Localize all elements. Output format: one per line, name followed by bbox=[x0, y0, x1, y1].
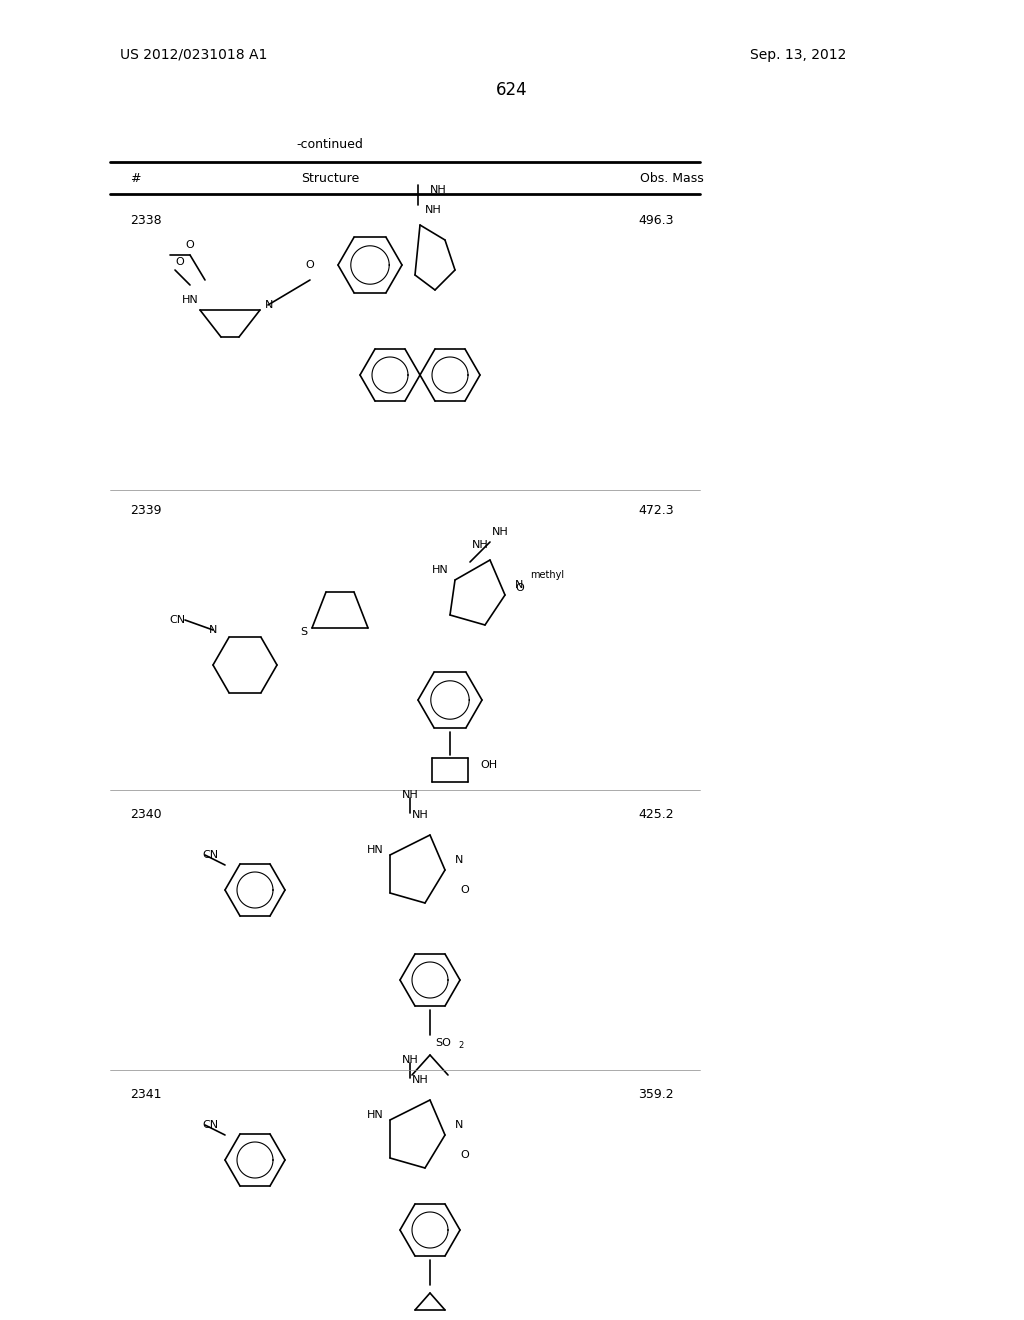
Text: O: O bbox=[460, 1150, 469, 1160]
Text: NH: NH bbox=[472, 540, 488, 550]
Text: methyl: methyl bbox=[530, 570, 564, 579]
Text: HN: HN bbox=[367, 1110, 383, 1119]
Text: 2338: 2338 bbox=[130, 214, 162, 227]
Text: 425.2: 425.2 bbox=[638, 808, 674, 821]
Text: NH: NH bbox=[401, 789, 419, 800]
Text: 2341: 2341 bbox=[130, 1089, 162, 1101]
Text: N: N bbox=[515, 579, 523, 590]
Text: 359.2: 359.2 bbox=[638, 1089, 674, 1101]
Text: 2: 2 bbox=[458, 1041, 463, 1051]
Text: CN: CN bbox=[169, 615, 185, 624]
Text: NH: NH bbox=[430, 185, 446, 195]
Text: #: # bbox=[130, 172, 140, 185]
Text: N: N bbox=[455, 855, 464, 865]
Text: NH: NH bbox=[425, 205, 441, 215]
Text: 624: 624 bbox=[497, 81, 527, 99]
Text: N: N bbox=[455, 1119, 464, 1130]
Text: CN: CN bbox=[202, 850, 218, 861]
Text: 472.3: 472.3 bbox=[638, 503, 674, 516]
Text: NH: NH bbox=[412, 810, 428, 820]
Text: O: O bbox=[515, 583, 523, 593]
Text: NH: NH bbox=[492, 527, 508, 537]
Text: N: N bbox=[265, 300, 273, 310]
Text: 496.3: 496.3 bbox=[638, 214, 674, 227]
Text: -continued: -continued bbox=[297, 139, 364, 152]
Text: NH: NH bbox=[412, 1074, 428, 1085]
Text: N: N bbox=[209, 624, 217, 635]
Text: Structure: Structure bbox=[301, 172, 359, 185]
Text: S: S bbox=[300, 627, 307, 638]
Text: O: O bbox=[305, 260, 314, 271]
Text: HN: HN bbox=[367, 845, 383, 855]
Text: CN: CN bbox=[202, 1119, 218, 1130]
Text: HN: HN bbox=[181, 294, 199, 305]
Text: HN: HN bbox=[432, 565, 449, 576]
Text: 2339: 2339 bbox=[130, 503, 162, 516]
Text: OH: OH bbox=[480, 760, 497, 770]
Text: O: O bbox=[176, 257, 184, 267]
Text: O: O bbox=[460, 884, 469, 895]
Text: SO: SO bbox=[435, 1038, 451, 1048]
Text: Obs. Mass: Obs. Mass bbox=[640, 172, 703, 185]
Text: O: O bbox=[185, 240, 195, 249]
Text: NH: NH bbox=[401, 1055, 419, 1065]
Text: 2340: 2340 bbox=[130, 808, 162, 821]
Text: US 2012/0231018 A1: US 2012/0231018 A1 bbox=[120, 48, 267, 62]
Text: Sep. 13, 2012: Sep. 13, 2012 bbox=[750, 48, 847, 62]
